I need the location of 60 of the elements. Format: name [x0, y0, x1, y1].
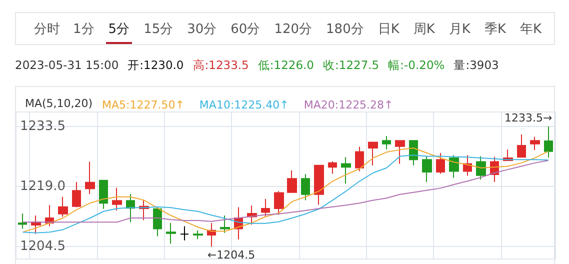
text: 30分	[187, 20, 217, 38]
annotation: ←1204.5	[207, 248, 256, 262]
candlestick	[544, 126, 553, 158]
text: 量:3903	[454, 58, 499, 73]
text: 120分	[274, 20, 312, 38]
line-series	[22, 160, 549, 223]
annotation: 1233.5→	[504, 111, 552, 124]
candlestick	[476, 156, 486, 180]
y-tick-label: 1219.0	[20, 179, 66, 194]
candlestick	[153, 206, 162, 237]
text: MA20:1225.28↑	[304, 98, 394, 112]
text: 幅:-0.20%	[388, 58, 445, 73]
candlestick	[72, 181, 81, 208]
candlestick	[287, 170, 297, 193]
candlestick	[166, 222, 176, 244]
y-tick-label: 1233.5	[20, 118, 66, 134]
candlestick	[126, 193, 135, 223]
candlestick	[422, 156, 432, 182]
candlestick	[18, 212, 27, 230]
y-tick-label: 1204.5	[20, 239, 66, 254]
candlestick	[220, 215, 230, 234]
candlestick	[261, 198, 270, 218]
legend-title: MA(5,10,20)	[25, 97, 93, 110]
text: MA5:1227.50↑	[102, 98, 184, 112]
candlestick	[301, 174, 310, 201]
text: 高:1233.5	[192, 58, 249, 73]
candlestick	[355, 146, 364, 172]
text: 5分	[108, 20, 130, 38]
candlestick	[99, 180, 108, 210]
candlestick	[328, 160, 337, 174]
candlestick	[314, 164, 324, 206]
candlestick	[193, 230, 203, 240]
candlestick	[85, 161, 95, 194]
text: 2023-05-31 15:00	[15, 58, 119, 73]
text: 周K	[413, 20, 435, 38]
text: 季K	[484, 20, 506, 38]
text: MA10:1225.40↑	[199, 98, 289, 112]
candlestick	[449, 154, 459, 178]
text: 60分	[230, 20, 260, 38]
candlestick	[274, 190, 284, 216]
candlestick	[58, 196, 68, 218]
candlestick	[436, 152, 445, 174]
candlestick	[180, 226, 189, 241]
text: 日K	[378, 20, 400, 38]
text: 年K	[520, 20, 542, 38]
text: 月K	[448, 20, 470, 38]
text: 180分	[326, 20, 364, 38]
candlestick	[112, 187, 122, 212]
candlestick	[382, 136, 391, 150]
text: 低:1226.0	[258, 58, 314, 73]
text: 1分	[73, 20, 94, 38]
candlestick	[517, 134, 526, 158]
text: 15分	[144, 20, 174, 38]
text: 分时	[34, 20, 60, 38]
text: 开:1230.0	[128, 58, 184, 73]
candlestick	[341, 156, 351, 184]
candlestick	[395, 140, 405, 164]
candlestick	[530, 136, 540, 151]
candlestick	[368, 142, 378, 166]
text: 收:1227.5	[323, 58, 380, 73]
